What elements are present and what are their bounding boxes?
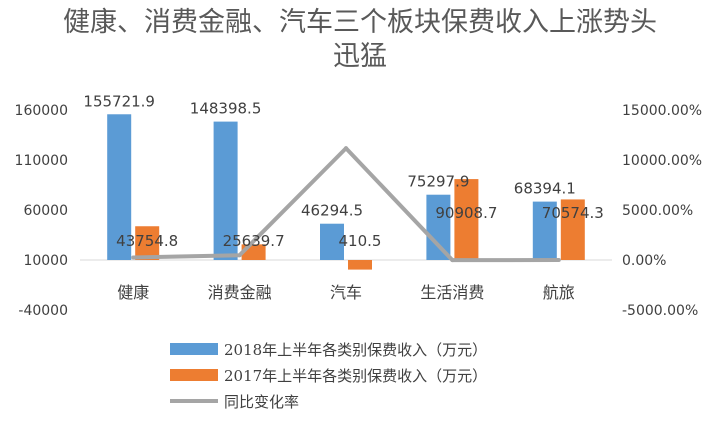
line-point	[556, 258, 561, 263]
left-tick-label: 110000	[15, 153, 68, 169]
data-label-2017: 43754.8	[116, 232, 178, 250]
legend-swatch-2017	[170, 369, 218, 381]
data-label-2017: 25639.7	[223, 232, 285, 250]
bar-2018	[213, 121, 238, 260]
legend-item-change: 同比变化率	[170, 388, 487, 414]
data-label-2018: 75297.9	[407, 173, 469, 191]
data-label-2017: 70574.3	[542, 204, 604, 222]
left-tick-label: 60000	[23, 203, 68, 219]
line-group	[131, 146, 561, 263]
data-label-2018: 155721.9	[83, 92, 155, 110]
data-label-2018: 46294.5	[301, 202, 363, 220]
chart-title: 健康、消费金融、汽车三个板块保费收入上涨势头迅猛	[63, 7, 657, 72]
data-label-2017: 90908.7	[435, 204, 497, 222]
right-tick-label: 10000.00%	[622, 153, 702, 169]
line-point	[344, 146, 348, 151]
data-label-2018: 68394.1	[514, 180, 576, 198]
category-label: 航旅	[543, 283, 575, 302]
bar-2017	[454, 179, 479, 260]
right-tick-label: 5000.00%	[622, 203, 693, 219]
category-label: 消费金融	[208, 283, 272, 302]
line-point	[131, 255, 136, 260]
line-point	[450, 258, 455, 263]
data-labels-group: 155721.9 148398.5 46294.5 75297.9 68394.1 437…	[83, 92, 603, 250]
legend-item-2017: 2017年上半年各类别保费收入（万元）	[170, 362, 487, 388]
left-tick-label: 10000	[23, 253, 68, 269]
bar-2018	[107, 114, 132, 260]
left-tick-label: 160000	[15, 103, 68, 119]
bar-2018	[320, 223, 344, 260]
line-point	[237, 253, 242, 258]
bar-2018	[426, 194, 451, 260]
bar-2017	[348, 260, 372, 270]
legend-label-change: 同比变化率	[224, 392, 300, 411]
right-tick-label: 15000.00%	[622, 103, 702, 119]
legend-label-2018: 2018年上半年各类别保费收入（万元）	[224, 340, 488, 359]
legend-label-2017: 2017年上半年各类别保费收入（万元）	[224, 366, 488, 385]
legend-swatch-2018	[170, 343, 218, 355]
bar-2017	[560, 199, 585, 260]
legend-item-2018: 2018年上半年各类别保费收入（万元）	[170, 336, 487, 362]
bar-2017	[135, 226, 160, 260]
category-label: 生活消费	[420, 283, 484, 302]
right-tick-label: -5000.00%	[622, 303, 698, 319]
axes-group: -40000 10000 60000 110000 160000 -5000.00% 0.0…	[15, 103, 703, 319]
legend: 2018年上半年各类别保费收入（万元） 2017年上半年各类别保费收入（万元） …	[170, 336, 487, 414]
category-label: 汽车	[330, 283, 362, 302]
bar-2018	[532, 201, 557, 260]
right-tick-label: 0.00%	[622, 253, 666, 269]
left-tick-label: -40000	[18, 303, 68, 319]
data-label-2018: 148398.5	[190, 100, 262, 118]
legend-swatch-change	[170, 399, 218, 403]
category-label: 健康	[117, 283, 149, 302]
data-label-2017: 410.5	[339, 232, 382, 250]
